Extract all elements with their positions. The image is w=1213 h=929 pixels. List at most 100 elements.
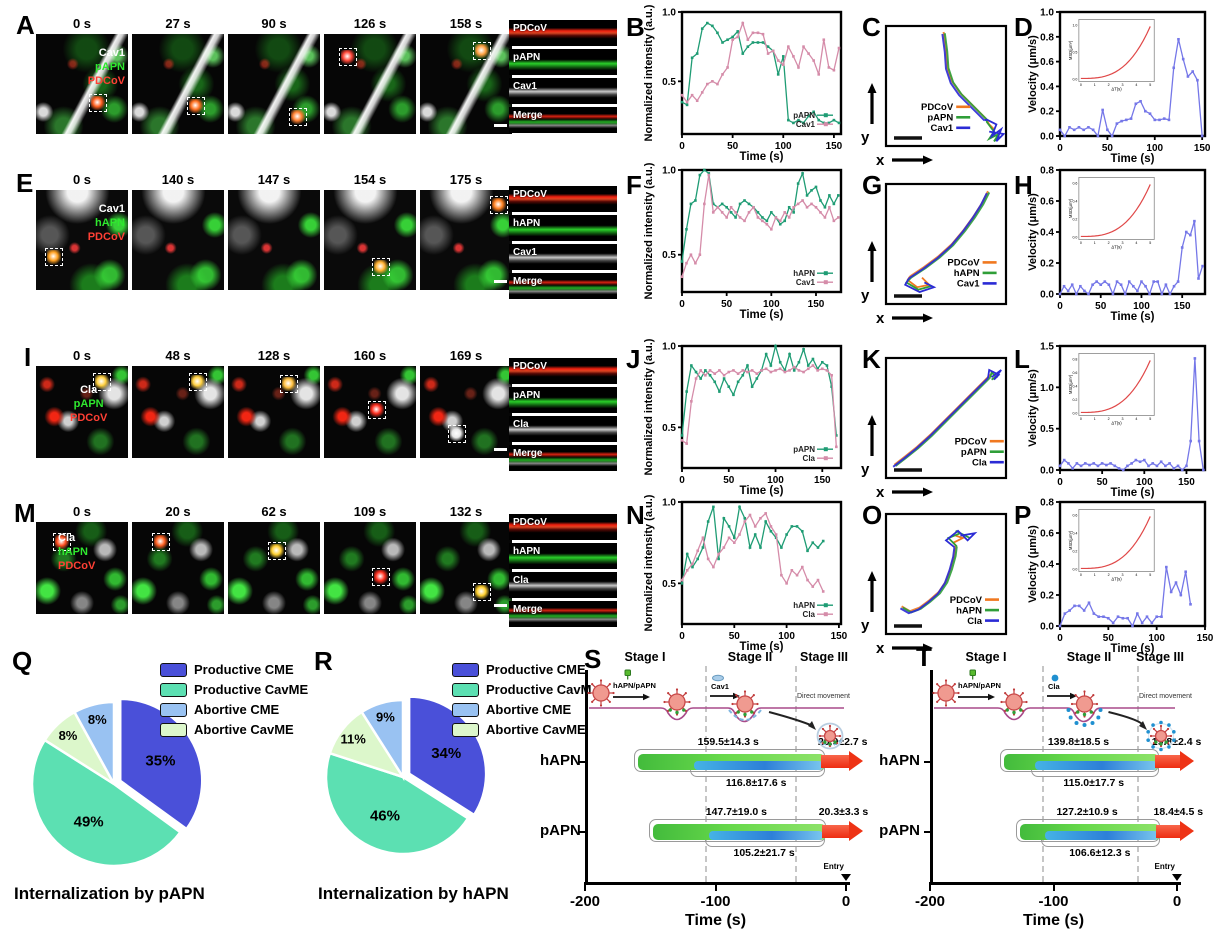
legend-label: Cav1 [930, 123, 953, 134]
y-tick-label: 0.5 [662, 77, 676, 88]
duration-label-stage2: 115.0±17.7 s [1063, 777, 1125, 789]
kymograph-label: Merge [513, 110, 543, 121]
channel-labels: Cla pAPN PDCoV [70, 384, 107, 425]
frame-time-label: 154 s [353, 172, 387, 187]
svg-text:3: 3 [1121, 83, 1123, 87]
legend-label: hAPN [956, 605, 982, 616]
roi-box [371, 258, 390, 276]
legend-label: pAPN [793, 445, 815, 454]
receptor-dot [743, 712, 747, 717]
frame-time-label: 132 s [449, 504, 483, 519]
x-tick-label: 100 [1146, 143, 1163, 154]
duration-label-total: 147.7±19.0 s [705, 806, 767, 818]
pie-slice [360, 698, 405, 782]
x-tick-label: 150 [831, 631, 848, 642]
pie-legend-swatch [452, 682, 479, 697]
frame-time-label: 140 s [161, 172, 195, 187]
series-line [1059, 566, 1192, 628]
legend-label: pAPN [961, 447, 987, 458]
trajectory-tail [984, 118, 1006, 142]
x-tick-label: 50 [723, 475, 735, 486]
receptor-dot [1012, 710, 1016, 715]
x-tick-label: 100 [763, 299, 780, 310]
y-tick-label: 0.2 [1040, 259, 1054, 270]
svg-text:0.5: 0.5 [1072, 51, 1077, 55]
x-tick-label: 100 [1148, 633, 1165, 644]
pie-slice-label: 35% [145, 752, 175, 769]
panel-letter-H: H [1014, 170, 1033, 200]
receptor-label: hAPN/pAPN [613, 681, 656, 690]
pie-legend-swatch [160, 682, 187, 697]
panel-letter-J: J [626, 344, 641, 374]
x-tick-label: 150 [826, 141, 843, 152]
kymograph-label: pAPN [513, 52, 541, 63]
legend-label: PDCoV [947, 258, 980, 269]
kymograph-strip: Cav1 [509, 244, 617, 270]
svg-text:0.0: 0.0 [1072, 78, 1077, 82]
frame-time-label: 62 s [261, 504, 287, 519]
receptor-dot [1164, 740, 1168, 744]
x-tick-label: 150 [808, 299, 825, 310]
legend-label: pAPN [793, 111, 815, 120]
receptor-dot [828, 742, 832, 746]
virus-icon [668, 693, 686, 711]
duration-label-stage2: 105.2±21.7 s [733, 847, 795, 859]
channel-label: hAPN [95, 216, 125, 229]
x-axis-title: Time (s) [740, 485, 784, 497]
scale-bar [494, 448, 507, 451]
micro-frame: Cav1 pAPN PDCoV [36, 34, 128, 134]
kymograph-label: PDCoV [513, 517, 547, 528]
svg-text:2: 2 [1108, 417, 1110, 421]
svg-text:0.2: 0.2 [1072, 550, 1077, 554]
pie-legend-item: Productive CavM [452, 682, 591, 697]
kymograph-label: pAPN [513, 390, 541, 401]
x-axis-arrow [923, 155, 933, 165]
trajectory-tail [985, 119, 1002, 142]
particle-dot [373, 570, 388, 584]
y-axis-title: Normalized intensity (a.u.) [643, 162, 655, 299]
svg-text:1.0: 1.0 [1072, 24, 1077, 28]
y-axis-title: Velocity (μm/s) [1027, 193, 1039, 271]
pie-legend-swatch [160, 722, 187, 737]
particle-dot [491, 198, 506, 212]
frame-time-label: 160 s [353, 348, 387, 363]
legend-label: Cav1 [796, 120, 816, 129]
pie-slice [30, 738, 183, 868]
stage-header: Stage III [1136, 650, 1184, 664]
y-tick-label: 1.5 [1040, 342, 1054, 353]
kymograph-label: Merge [513, 448, 543, 459]
svg-text:0.4: 0.4 [1072, 385, 1077, 389]
trajectory-line [941, 33, 986, 122]
stage-divider [795, 666, 797, 882]
plot-frame [884, 512, 1008, 636]
x-tick-label: 150 [1194, 143, 1211, 154]
y-axis-title: Normalized intensity (a.u.) [643, 494, 655, 631]
frame-time-label: 169 s [449, 348, 483, 363]
legend-label: Cla [803, 610, 816, 619]
kymograph-strip: Cav1 [509, 78, 617, 104]
kymograph-strip: PDCoV [509, 20, 617, 46]
x-axis-arrow [923, 643, 933, 653]
panel-letter-S: S [584, 644, 602, 674]
svg-text:0.0: 0.0 [1072, 236, 1077, 240]
y-tick-label: 0.5 [662, 579, 676, 590]
y-axis-title: Velocity (μm/s) [1027, 35, 1039, 113]
frame-time-label: 158 s [449, 16, 483, 31]
membrane-line [589, 707, 844, 723]
pie-legend-item: Abortive CME [160, 702, 308, 717]
stage-divider [705, 666, 707, 882]
pie-slice [72, 700, 116, 785]
panel-letter-N: N [626, 500, 645, 530]
receptor-dot [668, 708, 672, 712]
cav1-icon [712, 674, 724, 682]
particle-dot [54, 535, 69, 550]
plot-frame [1058, 10, 1207, 138]
receptor-label: hAPN/pAPN [958, 681, 1001, 690]
series-line [681, 21, 840, 104]
svg-text:1: 1 [1094, 241, 1096, 245]
pie-legend-item: Abortive CavME [160, 722, 308, 737]
cla-coat-dot [1098, 708, 1103, 712]
svg-text:5: 5 [1149, 241, 1151, 245]
